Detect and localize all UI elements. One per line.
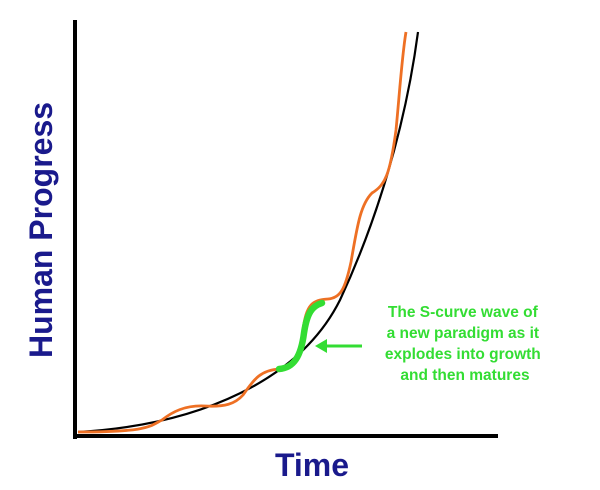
annotation-line-3: explodes into growth [385, 346, 541, 363]
wavy-curve [77, 31, 408, 434]
annotation-line-4: and then matures [400, 367, 529, 384]
y-axis-title: Human Progress [23, 102, 59, 358]
highlighted-s-curve [275, 299, 326, 373]
x-axis-title: Time [275, 447, 349, 483]
annotation-line-1: The S-curve wave of [388, 304, 539, 321]
exponential-curve [77, 31, 420, 434]
annotation-line-2: a new paradigm as it [387, 325, 539, 342]
annotation-text: The S-curve wave of a new paradigm as it… [385, 304, 545, 384]
annotation-arrow-head [315, 339, 327, 353]
